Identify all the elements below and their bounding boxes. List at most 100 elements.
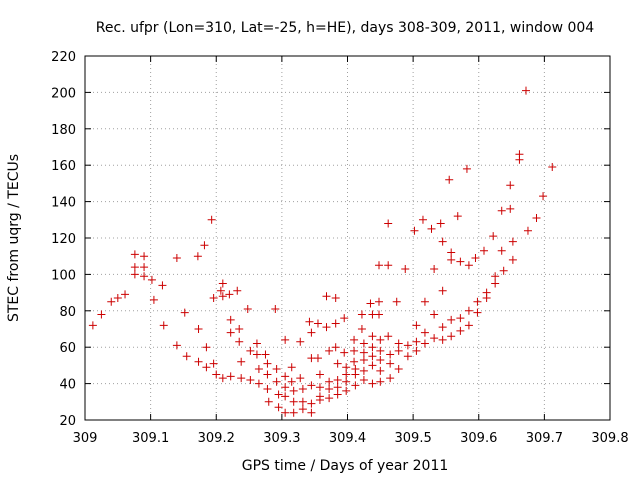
data-point (147, 275, 156, 284)
x-tick-label: 309.7 (526, 431, 563, 446)
data-point (271, 304, 280, 313)
data-point (263, 370, 272, 379)
data-point (410, 226, 419, 235)
grid-lines (85, 56, 610, 420)
data-point (172, 254, 181, 263)
data-point (453, 212, 462, 221)
data-point (207, 215, 216, 224)
data-point (307, 328, 316, 337)
data-point (254, 379, 263, 388)
data-point (473, 308, 482, 317)
data-point (281, 408, 290, 417)
y-tick-label: 20 (59, 414, 76, 429)
data-point (515, 155, 524, 164)
data-point (447, 255, 456, 264)
x-axis-title: GPS time / Days of year 2011 (242, 458, 449, 474)
data-point (333, 375, 342, 384)
y-tick-label: 140 (51, 196, 76, 211)
data-point (305, 317, 314, 326)
data-point (375, 310, 383, 319)
data-point (412, 321, 421, 330)
data-point (130, 270, 139, 279)
data-point (464, 321, 473, 330)
y-tick-label: 120 (51, 232, 76, 247)
data-point (281, 335, 290, 344)
data-point (97, 310, 106, 319)
x-tick-label: 309.1 (132, 431, 169, 446)
data-point (237, 357, 246, 366)
data-point (340, 314, 349, 323)
data-point (447, 315, 456, 324)
data-point (342, 377, 351, 386)
data-point (456, 257, 465, 266)
data-point (226, 315, 235, 324)
data-point (322, 292, 331, 301)
data-point (307, 399, 316, 408)
data-point (523, 226, 532, 235)
data-point (412, 337, 421, 346)
data-point (289, 386, 298, 395)
data-point (107, 297, 116, 306)
data-point (246, 346, 255, 355)
data-point (464, 261, 473, 270)
data-point (394, 339, 403, 348)
data-point (252, 350, 261, 359)
data-point (298, 397, 307, 406)
data-point (218, 374, 227, 383)
data-point (376, 355, 385, 364)
y-tick-label: 40 (59, 378, 76, 393)
data-point (216, 286, 225, 295)
x-tick-label: 309 (73, 431, 98, 446)
data-point (427, 224, 436, 233)
data-point (368, 379, 377, 388)
data-point (322, 323, 331, 332)
data-point (307, 408, 316, 417)
data-point (194, 357, 203, 366)
data-point (274, 390, 283, 399)
data-point (313, 354, 322, 363)
data-point (237, 374, 246, 383)
data-point (376, 335, 385, 344)
data-point (200, 241, 209, 250)
data-point (532, 213, 541, 222)
data-point (350, 335, 359, 344)
data-point (274, 403, 283, 412)
data-point (359, 366, 368, 375)
data-point (315, 395, 324, 404)
data-point (342, 370, 351, 379)
data-point (548, 163, 557, 172)
data-point (218, 279, 227, 288)
data-point (489, 232, 498, 241)
data-point (263, 359, 272, 368)
data-point (172, 341, 181, 350)
data-point (315, 370, 324, 379)
data-point (209, 359, 218, 368)
data-point (333, 390, 342, 399)
data-point (325, 394, 334, 403)
data-point (315, 383, 324, 392)
data-point (331, 294, 340, 303)
data-point (342, 363, 351, 372)
data-point (287, 363, 296, 372)
data-point (233, 286, 242, 295)
data-point (386, 374, 395, 383)
data-point (491, 279, 500, 288)
data-point (384, 219, 393, 228)
data-point (368, 361, 377, 370)
y-tick-label: 80 (59, 305, 76, 320)
data-point (254, 365, 263, 374)
data-point (194, 325, 203, 333)
data-point (261, 350, 270, 359)
data-point (445, 175, 454, 184)
data-point (482, 294, 491, 303)
data-point (121, 290, 130, 299)
data-point (218, 292, 227, 301)
data-point (235, 325, 244, 333)
data-point (359, 339, 368, 348)
data-point (333, 383, 342, 392)
data-point (430, 310, 439, 319)
data-point (375, 297, 383, 306)
data-point (289, 397, 298, 406)
data-point (140, 263, 149, 272)
